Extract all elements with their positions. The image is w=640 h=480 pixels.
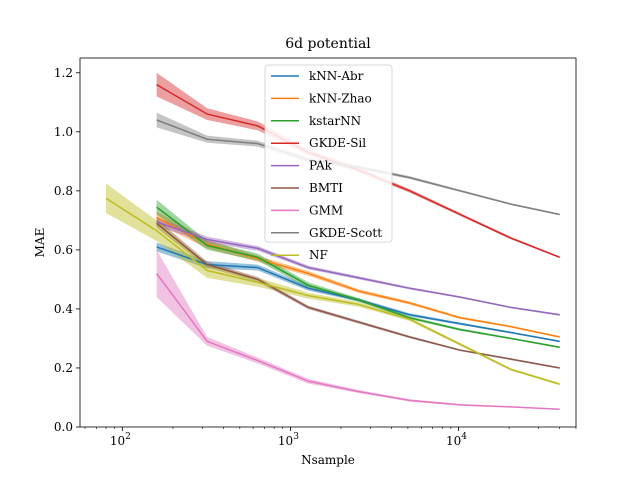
knn-abr-line bbox=[156, 246, 560, 343]
bmti-line bbox=[156, 222, 560, 369]
x-tick-exponent: 4 bbox=[461, 432, 467, 442]
y-tick-label: 0.2 bbox=[54, 361, 73, 375]
gkde-scott-band bbox=[156, 112, 560, 216]
x-tick-label: 104 bbox=[446, 432, 467, 448]
legend-box bbox=[264, 64, 393, 243]
x-axis-label: Nsample bbox=[301, 453, 355, 467]
legend-label-bmti: BMTI bbox=[309, 181, 343, 195]
legend-label-knn-abr: kNN-Abr bbox=[309, 69, 364, 83]
y-tick-label: 1.0 bbox=[54, 125, 73, 139]
x-tick-label: 103 bbox=[278, 432, 299, 448]
y-tick-label: 0.4 bbox=[54, 302, 73, 316]
y-tick-label: 0.8 bbox=[54, 184, 73, 198]
chart-title: 6d potential bbox=[285, 36, 371, 52]
legend-label-kstarnn: kstarNN bbox=[309, 114, 361, 128]
x-tick-label: 102 bbox=[110, 432, 131, 448]
plot-frame bbox=[79, 57, 577, 428]
y-tick-label: 0.6 bbox=[54, 243, 73, 257]
y-axis-label: MAE bbox=[33, 228, 47, 258]
legend-label-gkde-scott: GKDE-Scott bbox=[309, 226, 382, 240]
x-axis-ticks: 102 103 104 bbox=[84, 427, 577, 448]
kstarnn-line bbox=[156, 206, 560, 349]
legend-label-pak: PAk bbox=[309, 159, 333, 173]
y-axis-ticks: 0.0 0.2 0.4 0.6 0.8 1.0 1.2 bbox=[54, 66, 80, 434]
x-tick-exponent: 3 bbox=[293, 432, 299, 442]
legend-label-gmm: GMM bbox=[309, 203, 343, 217]
legend-label-nf: NF bbox=[309, 248, 328, 262]
series-lines bbox=[105, 83, 560, 411]
legend: kNN-Abr kNN-Zhao kstarNN GKDE-Sil PAk BMTI GMM… bbox=[264, 64, 393, 262]
x-tick-exponent: 2 bbox=[125, 432, 131, 442]
gmm-line bbox=[155, 273, 560, 411]
nf-line bbox=[105, 197, 560, 385]
y-tick-label: 0.0 bbox=[54, 420, 73, 434]
pak-line bbox=[156, 221, 560, 316]
legend-label-gkde-sil: GKDE-Sil bbox=[309, 136, 366, 150]
legend-label-knn-zhao: kNN-Zhao bbox=[309, 91, 372, 105]
y-tick-label: 1.2 bbox=[54, 66, 73, 80]
